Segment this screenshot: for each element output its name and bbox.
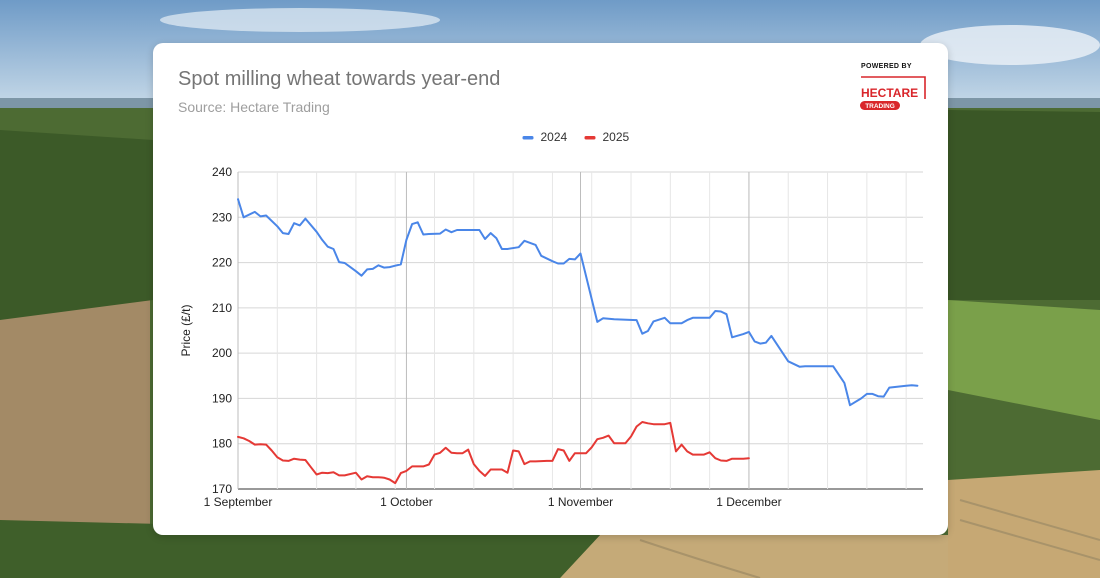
series-line-2024 — [237, 198, 919, 407]
y-tick-label: 230 — [212, 210, 232, 224]
chart-title: Spot milling wheat towards year-end — [178, 68, 501, 90]
hectare-logo-mark: HECTARE TRADING — [860, 76, 926, 110]
legend-swatch-2024 — [522, 136, 534, 140]
y-axis-title: Price (£/t) — [179, 304, 193, 356]
y-tick-label: 210 — [212, 301, 232, 315]
chart-subtitle: Source: Hectare Trading — [178, 99, 330, 115]
legend-label-2025: 2025 — [603, 130, 630, 144]
hectare-trading-logo: POWERED BY HECTARE TRADING — [859, 63, 931, 115]
y-tick-label: 180 — [212, 437, 232, 451]
y-tick-label: 200 — [212, 346, 232, 360]
series-line-2025 — [237, 421, 750, 485]
chart-card: Spot milling wheat towards year-end Sour… — [153, 43, 948, 535]
y-tick-label: 170 — [212, 482, 232, 496]
x-tick-label: 1 September — [204, 495, 273, 509]
y-tick-label: 240 — [212, 165, 232, 179]
logo-tagline-text: TRADING — [865, 103, 895, 110]
x-tick-label: 1 November — [548, 495, 613, 509]
x-tick-label: 1 December — [716, 495, 781, 509]
logo-powered-by: POWERED BY — [861, 63, 912, 70]
logo-brand-text: HECTARE — [861, 86, 918, 100]
legend-label-2024: 2024 — [541, 130, 568, 144]
x-tick-label: 1 October — [380, 495, 433, 509]
legend-swatch-2025 — [584, 136, 596, 140]
line-chart: 170 180 190 200 210 220 230 240 1 September 1 Oct… — [179, 130, 923, 509]
y-tick-label: 190 — [212, 391, 232, 405]
y-tick-label: 220 — [212, 256, 232, 270]
